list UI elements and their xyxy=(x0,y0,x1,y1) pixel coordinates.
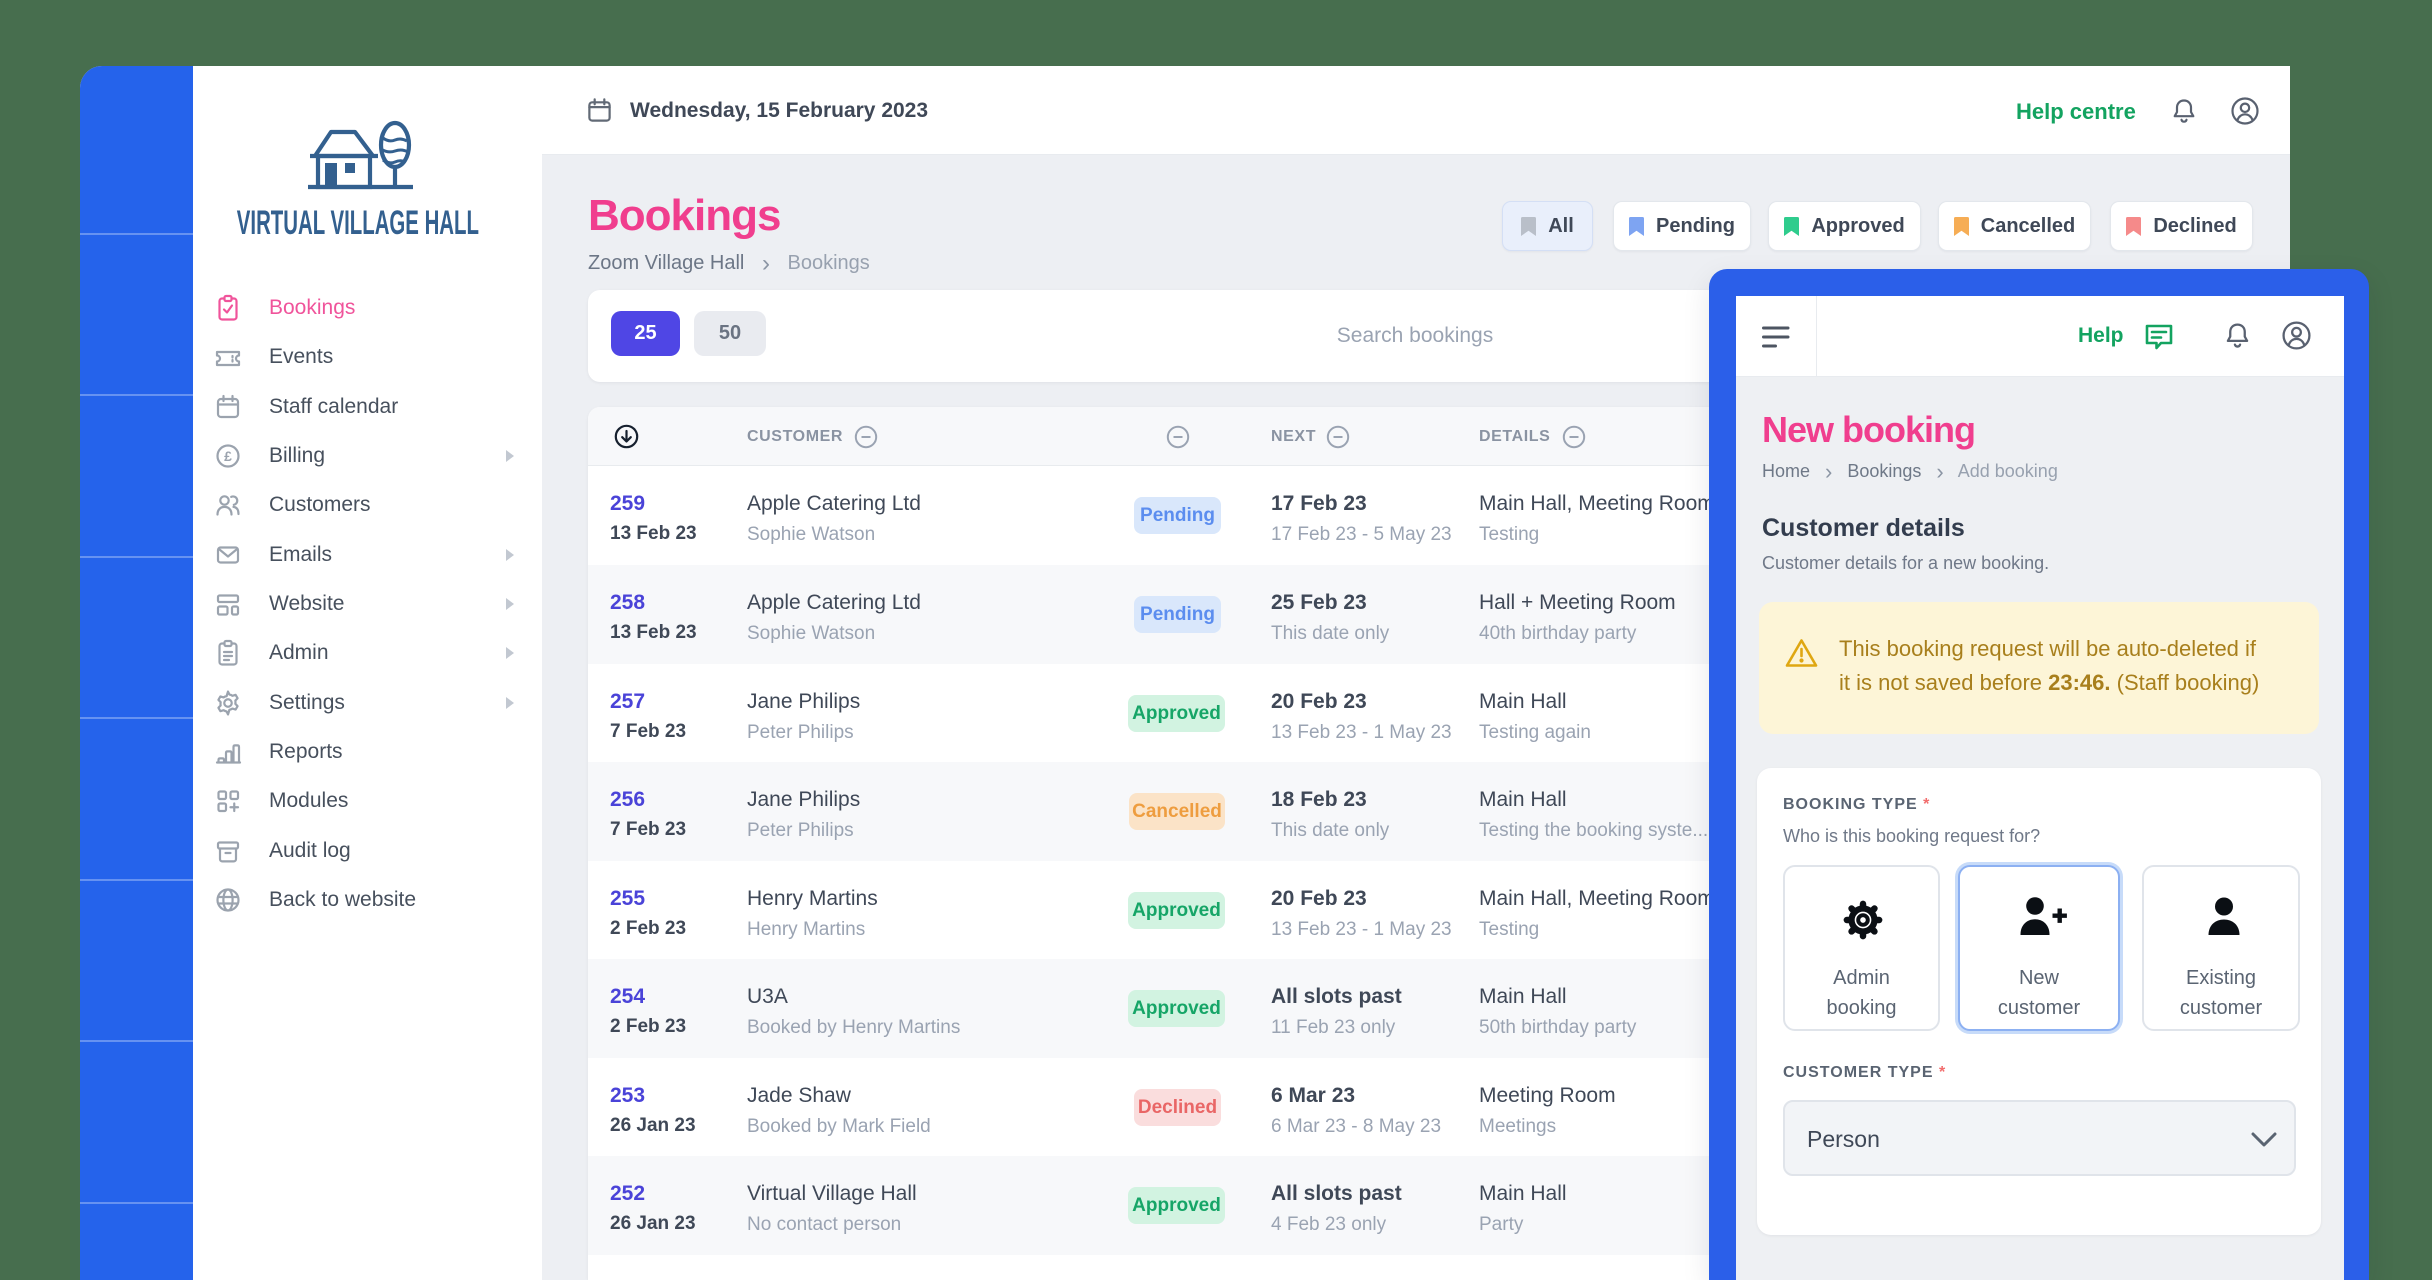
svg-text:£: £ xyxy=(224,448,232,464)
